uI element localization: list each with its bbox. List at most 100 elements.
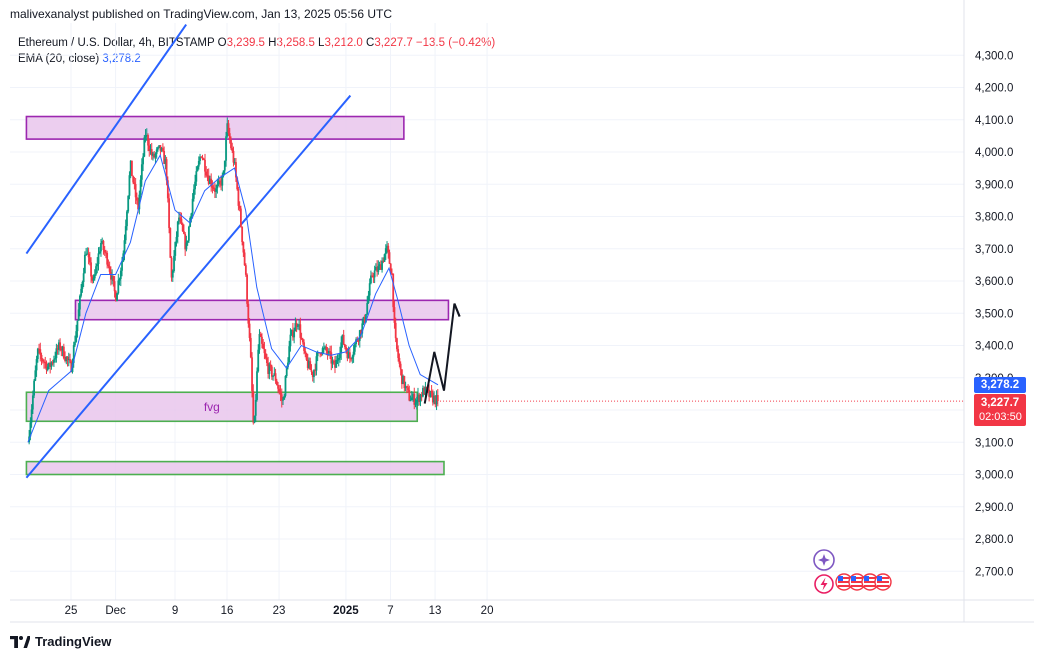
candle-body bbox=[327, 351, 330, 354]
event-markers[interactable] bbox=[812, 548, 904, 600]
candle-body bbox=[357, 340, 360, 342]
candle-body bbox=[46, 366, 49, 370]
candle-body bbox=[210, 178, 213, 187]
candle-body bbox=[36, 348, 39, 360]
candle-body bbox=[313, 370, 315, 378]
x-tick-label: 25 bbox=[65, 605, 78, 617]
candle-body bbox=[221, 175, 224, 186]
candle-body bbox=[340, 342, 343, 354]
candle-body bbox=[332, 360, 335, 362]
candle-body bbox=[124, 226, 127, 241]
candle-body bbox=[305, 353, 308, 360]
candle-body bbox=[358, 330, 361, 341]
candle-body bbox=[118, 279, 121, 281]
candle-body bbox=[108, 266, 111, 272]
open-label: O bbox=[217, 37, 227, 49]
candle-body bbox=[95, 266, 97, 275]
candle-body bbox=[107, 264, 110, 267]
candle-body bbox=[249, 337, 252, 358]
candle-body bbox=[381, 260, 383, 270]
us-flag-event-icon[interactable] bbox=[835, 573, 853, 591]
candle-body bbox=[218, 180, 221, 182]
candle-body bbox=[164, 159, 167, 164]
candle-body bbox=[82, 273, 85, 283]
candle-body bbox=[299, 324, 302, 338]
candle-body bbox=[196, 166, 199, 172]
candle-body bbox=[424, 387, 427, 395]
candle-body bbox=[322, 347, 325, 349]
candle-body bbox=[51, 362, 54, 364]
candle-body bbox=[202, 158, 205, 160]
candle-body bbox=[197, 160, 200, 167]
candle-body bbox=[30, 409, 33, 423]
candle-body bbox=[410, 397, 413, 401]
candle-body bbox=[253, 415, 256, 423]
candle-body bbox=[284, 375, 287, 396]
high-value: 3,258.5 bbox=[276, 37, 315, 49]
x-tick-label: 13 bbox=[429, 605, 442, 617]
ohlc-row: Ethereum / U.S. Dollar, 4h, BITSTAMP O3,… bbox=[18, 35, 495, 51]
candle-body bbox=[256, 371, 258, 400]
candle-body bbox=[34, 370, 37, 381]
candle-body bbox=[301, 338, 304, 343]
us-flag-event-icon[interactable] bbox=[874, 573, 892, 591]
trendline bbox=[25, 94, 352, 479]
y-tick-label: 4,000.0 bbox=[975, 147, 1013, 159]
candle-body bbox=[310, 369, 313, 372]
candle-body bbox=[56, 348, 59, 350]
candle-body bbox=[336, 359, 339, 361]
candle-body bbox=[326, 350, 329, 354]
candle-body bbox=[400, 369, 403, 385]
candle-body bbox=[246, 274, 248, 304]
candle-body bbox=[106, 252, 109, 265]
candle-body bbox=[165, 159, 168, 181]
candle-body bbox=[154, 153, 157, 158]
us-flag-event-icon[interactable] bbox=[848, 573, 866, 591]
symbol-label[interactable]: Ethereum / U.S. Dollar, 4h, BITSTAMP bbox=[18, 37, 215, 49]
candle-body bbox=[239, 208, 242, 227]
candle-body bbox=[216, 184, 219, 189]
candle-body bbox=[227, 123, 230, 134]
candle-body bbox=[419, 394, 422, 402]
candle-body bbox=[199, 156, 201, 161]
x-tick-label: 16 bbox=[221, 605, 234, 617]
ema-label[interactable]: EMA (20, close) bbox=[18, 53, 100, 65]
candle-body bbox=[405, 386, 408, 388]
candle-body bbox=[112, 275, 115, 282]
candle-body bbox=[298, 324, 301, 326]
y-tick-label: 3,000.0 bbox=[975, 470, 1013, 482]
candle-body bbox=[191, 198, 194, 214]
candle-body bbox=[346, 350, 349, 359]
candle-body bbox=[180, 218, 183, 224]
candle-body bbox=[428, 389, 431, 397]
candle-body bbox=[134, 184, 137, 198]
candle-body bbox=[392, 273, 395, 308]
candle-body bbox=[266, 357, 268, 363]
candle-body bbox=[254, 399, 257, 416]
chart-legend: Ethereum / U.S. Dollar, 4h, BITSTAMP O3,… bbox=[18, 35, 495, 67]
candle-body bbox=[144, 135, 147, 138]
candle-body bbox=[41, 359, 44, 362]
ema-line bbox=[27, 153, 439, 443]
candle-body bbox=[345, 347, 348, 351]
candle-body bbox=[402, 376, 405, 385]
candle-body bbox=[85, 254, 88, 256]
candle-body bbox=[40, 354, 43, 360]
candle-body bbox=[407, 387, 409, 391]
candle-body bbox=[70, 361, 73, 372]
candle-body bbox=[300, 337, 303, 339]
candle-body bbox=[363, 317, 366, 323]
candle-body bbox=[66, 357, 69, 360]
candle-body bbox=[173, 255, 175, 271]
candle-body bbox=[102, 240, 105, 251]
tradingview-branding[interactable]: TradingView bbox=[10, 634, 111, 649]
open-value: 3,239.5 bbox=[226, 37, 265, 49]
candle-body bbox=[50, 362, 53, 367]
x-tick-label: 20 bbox=[481, 605, 494, 617]
candle-body bbox=[272, 375, 274, 377]
candle-body bbox=[54, 358, 57, 360]
lightning-event-icon[interactable] bbox=[814, 574, 834, 594]
candle-body bbox=[61, 346, 64, 351]
ideas-icon[interactable] bbox=[813, 549, 835, 571]
